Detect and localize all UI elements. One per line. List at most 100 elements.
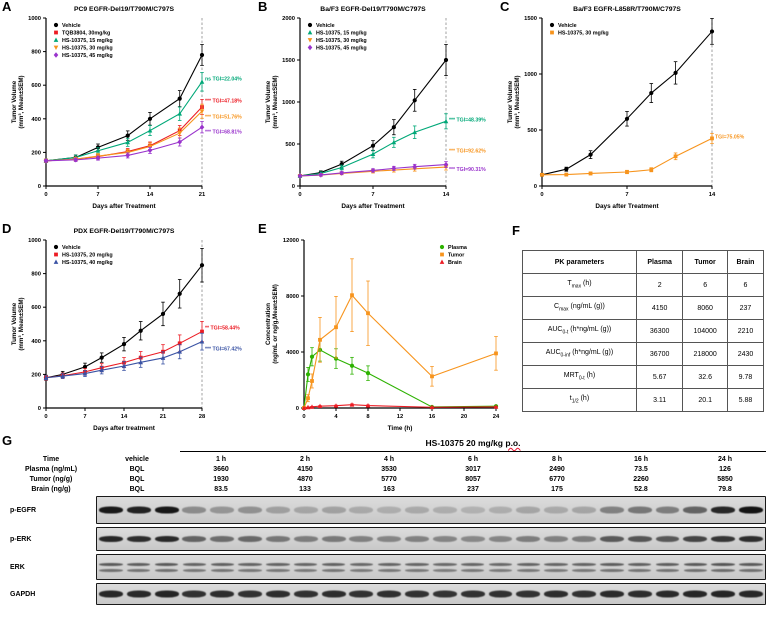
blot-band (238, 536, 263, 542)
blot-value: 2260 (633, 476, 649, 483)
pk-header: Plasma (635, 250, 684, 274)
blot-band (460, 569, 485, 573)
blot-value: 5850 (717, 476, 733, 483)
pk-param: AUC0-inf (h*ng/mL (g)) (522, 342, 637, 366)
blot-lane (681, 497, 709, 523)
blot-band (349, 569, 374, 573)
blot-lane (681, 584, 709, 604)
blot-lane (570, 528, 598, 550)
svg-text:800: 800 (31, 272, 41, 278)
blot-band (405, 590, 429, 598)
blot-lane (97, 555, 125, 579)
blot-lane (514, 584, 542, 604)
blot-lane (459, 555, 487, 579)
blot-band (460, 562, 485, 566)
svg-text:4: 4 (334, 414, 338, 420)
panel-letter-A: A (2, 0, 12, 14)
blot-band (599, 506, 624, 514)
svg-text:1500: 1500 (282, 58, 295, 64)
blot-band (627, 590, 652, 598)
blot-lane (737, 584, 765, 604)
svg-text:500: 500 (285, 142, 295, 148)
blot-lane (431, 497, 459, 523)
blot-lane (97, 497, 125, 523)
blot-lane (292, 584, 320, 604)
blot-lane (542, 497, 570, 523)
svg-text:800: 800 (31, 50, 41, 56)
blot-lane (375, 555, 403, 579)
blot-lane (709, 497, 737, 523)
blot-band (154, 590, 179, 598)
blot-lane (709, 555, 737, 579)
blot-strip-label: p-ERK (10, 535, 32, 543)
svg-text:PC9 EGFR-Del19/T790M/C797S: PC9 EGFR-Del19/T790M/C797S (74, 6, 175, 13)
pk-param: AUC0-t (h*ng/mL (g)) (522, 319, 637, 343)
pk-header: PK parameters (522, 250, 637, 274)
blot-band (266, 569, 290, 573)
blot-band (544, 506, 569, 514)
blot-band (98, 536, 123, 542)
blot-col-header: 1 h (215, 456, 227, 463)
blot-value: 3017 (465, 466, 481, 473)
blot-lane (125, 584, 153, 604)
blot-value: 4150 (297, 466, 313, 473)
blot-lane (180, 528, 208, 550)
blot-band (488, 590, 513, 598)
blot-lane (681, 528, 709, 550)
blot-band (544, 562, 568, 566)
blot-band (405, 506, 429, 514)
blot-lane (626, 584, 654, 604)
pk-value: 104000 (682, 319, 728, 343)
blot-band (238, 590, 263, 598)
pk-row: Tmax (h) 2 6 6 (522, 273, 765, 297)
blot-band (739, 569, 763, 573)
blot-value: 175 (551, 486, 563, 493)
svg-text:7: 7 (371, 192, 374, 198)
blot-band (321, 506, 346, 514)
blot-band (377, 590, 402, 598)
blot-lane (347, 528, 375, 550)
pk-row: MRT0-t (h) 5.67 32.6 9.78 (522, 365, 765, 389)
svg-text:Vehicle: Vehicle (558, 23, 577, 29)
blot-lane (125, 555, 153, 579)
pk-table: PK parameters Plasma Tumor Brain Tmax (h) 2 6 6… (522, 250, 765, 412)
chart-pk-concentration-time: 0 4 8 12 16 20 24 0 4000 8000 12000 Time (h) Concent… (265, 238, 500, 432)
blot-lane (487, 528, 515, 550)
blot-band (516, 506, 541, 514)
svg-text:(mm³, Mean±SEM): (mm³, Mean±SEM) (514, 75, 521, 128)
blot-band (488, 506, 513, 514)
svg-text:8: 8 (366, 414, 370, 420)
blot-lane (459, 528, 487, 550)
svg-text:4000: 4000 (286, 350, 299, 356)
svg-text:HS-10375, 45 mg/kg: HS-10375, 45 mg/kg (62, 53, 113, 59)
svg-text:(ng/mL or ng/g,Mean±SEM): (ng/mL or ng/g,Mean±SEM) (272, 284, 279, 364)
blot-band (544, 569, 568, 573)
blot-band (683, 569, 707, 573)
blot-band (655, 506, 680, 514)
blot-lane (375, 528, 403, 550)
blot-band (377, 506, 402, 514)
blot-col-header: vehicle (125, 456, 149, 463)
blot-band (293, 506, 318, 514)
blot-grid: HS-10375 20 mg/kg p.o. Time vehicle 1 h 2 h… (8, 438, 766, 605)
blot-band (210, 590, 235, 598)
chart-pdx-tumor-volume: PDX EGFR-Del19/T790M/C797S 0 7 14 21 28 0 200 40… (11, 228, 242, 432)
blot-band (294, 562, 318, 566)
blot-lane (153, 584, 181, 604)
blot-lane (459, 497, 487, 523)
blot-band (154, 569, 179, 573)
pk-value: 2430 (726, 342, 765, 366)
svg-text:200: 200 (31, 150, 41, 156)
svg-text:1000: 1000 (28, 16, 41, 22)
blot-band (711, 562, 735, 566)
blot-band (572, 536, 596, 542)
svg-text:HS-10375, 30 mg/kg: HS-10375, 30 mg/kg (558, 31, 609, 37)
blot-band (432, 536, 457, 542)
blot-band (544, 590, 569, 598)
svg-text:(mm³, Mean±SEM): (mm³, Mean±SEM) (272, 75, 279, 128)
blot-band (182, 506, 207, 514)
blot-band (126, 536, 151, 542)
pk-value: 4150 (635, 296, 684, 320)
blot-band (655, 536, 680, 542)
